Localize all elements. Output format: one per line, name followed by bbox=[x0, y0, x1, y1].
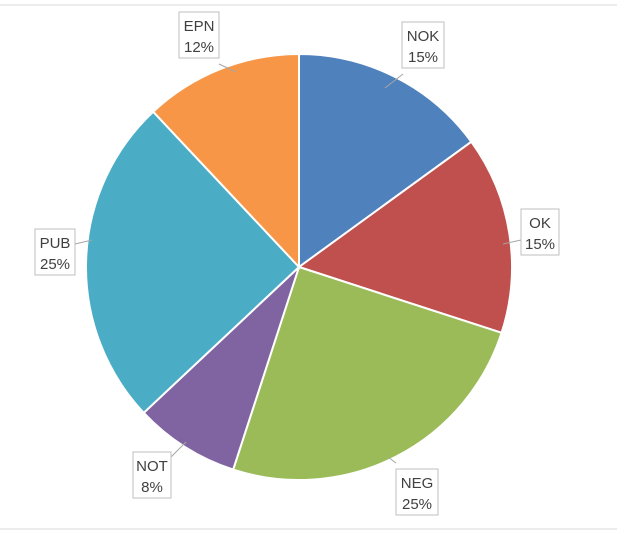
slice-percent-label: 25% bbox=[402, 496, 432, 513]
leader-line-epn bbox=[218, 63, 237, 73]
leader-line-pub bbox=[74, 239, 93, 245]
leader-line-ok bbox=[502, 239, 522, 245]
slice-percent-label: 8% bbox=[141, 479, 163, 496]
slice-percent-label: 15% bbox=[525, 236, 555, 253]
leader-line-not bbox=[170, 441, 187, 458]
slice-percent-label: 15% bbox=[408, 49, 438, 66]
data-label-nok: NOK 15% bbox=[384, 21, 445, 89]
data-label-neg: NEG 25% bbox=[387, 456, 439, 516]
data-labels: NOK 15% OK 15% NEG 25% NOT 8% PUB 25% EPN 12% bbox=[34, 11, 560, 516]
pie-slice-neg bbox=[231, 265, 503, 481]
pie-slice-not bbox=[142, 266, 300, 471]
slice-category-label: OK bbox=[529, 215, 551, 232]
pie-slice-pub bbox=[85, 110, 301, 415]
slice-percent-label: 12% bbox=[184, 39, 214, 56]
pie-slice-epn bbox=[151, 52, 300, 270]
data-label-not: NOT 8% bbox=[132, 441, 187, 499]
leader-line-nok bbox=[384, 73, 404, 89]
slice-category-label: PUB bbox=[40, 235, 71, 252]
label-box-not bbox=[132, 451, 172, 499]
label-box-ok bbox=[520, 208, 560, 256]
label-box-nok bbox=[401, 21, 445, 69]
leader-line-neg bbox=[387, 456, 397, 464]
label-box-epn bbox=[178, 11, 220, 59]
slice-percent-label: 25% bbox=[40, 256, 70, 273]
label-box-pub bbox=[34, 228, 76, 276]
pie-slice-nok bbox=[298, 52, 473, 269]
data-label-pub: PUB 25% bbox=[34, 228, 93, 276]
slice-category-label: NOT bbox=[136, 458, 168, 475]
slice-category-label: NEG bbox=[401, 475, 434, 492]
pie-slice-ok bbox=[296, 140, 513, 335]
slice-category-label: EPN bbox=[184, 18, 215, 35]
label-box-neg bbox=[395, 468, 439, 516]
data-label-ok: OK 15% bbox=[502, 208, 560, 256]
slice-category-label: NOK bbox=[407, 28, 440, 45]
data-label-epn: EPN 12% bbox=[178, 11, 237, 73]
pie-slices bbox=[85, 52, 513, 481]
